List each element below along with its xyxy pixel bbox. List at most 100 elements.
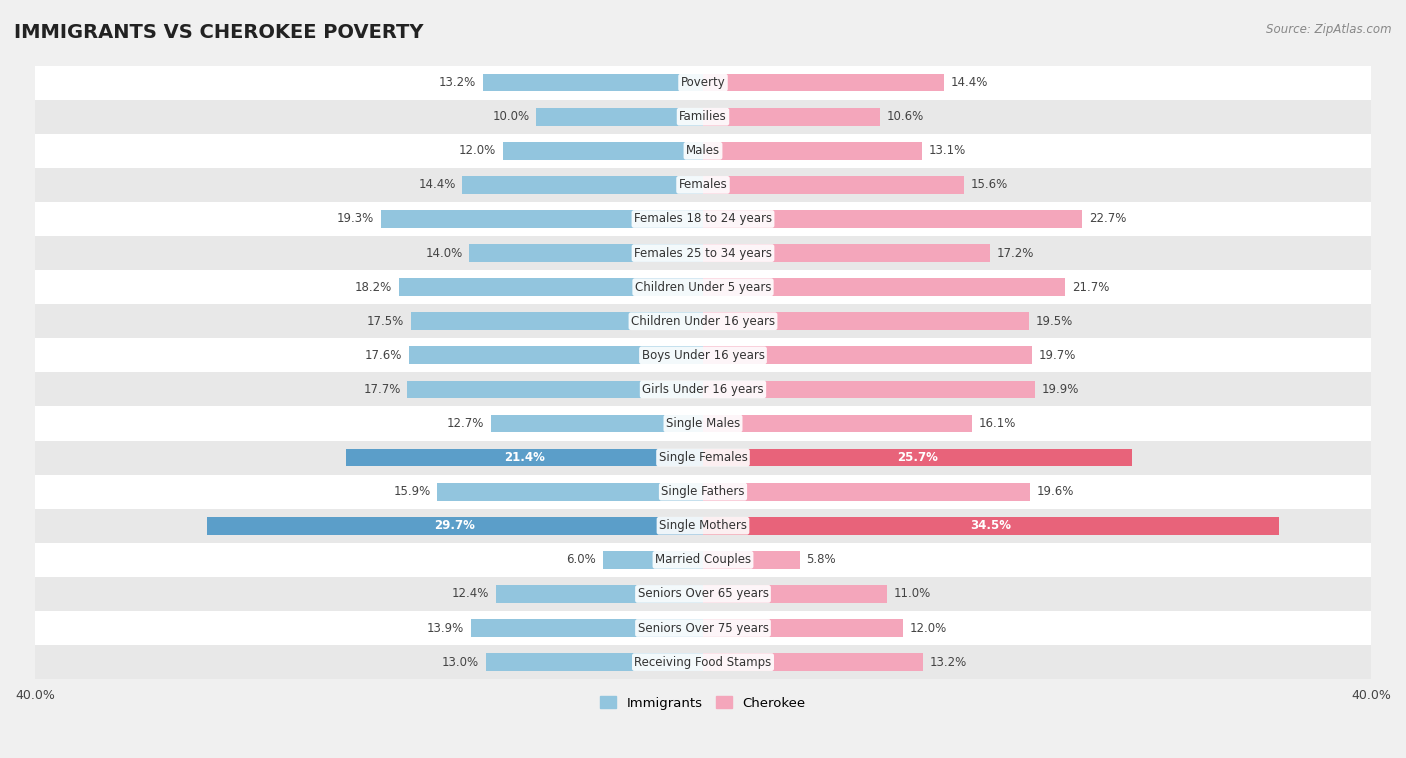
Bar (35, 100, 1371, 133)
Text: Males: Males (686, 144, 720, 158)
Text: Seniors Over 65 years: Seniors Over 65 years (637, 587, 769, 600)
Bar (703, 278, 1066, 296)
Bar (35, 509, 1371, 543)
Bar (703, 585, 887, 603)
Text: 13.0%: 13.0% (441, 656, 479, 669)
Bar (703, 551, 800, 568)
Text: 14.0%: 14.0% (425, 246, 463, 259)
Text: Females 18 to 24 years: Females 18 to 24 years (634, 212, 772, 225)
Bar (703, 176, 963, 194)
Bar (703, 483, 1031, 500)
Bar (703, 653, 924, 671)
Text: 22.7%: 22.7% (1088, 212, 1126, 225)
Text: 14.4%: 14.4% (950, 76, 987, 89)
Bar (703, 517, 1279, 534)
Text: 17.7%: 17.7% (363, 383, 401, 396)
Bar (603, 551, 703, 568)
Bar (703, 346, 1032, 364)
Text: 13.2%: 13.2% (931, 656, 967, 669)
Text: Children Under 5 years: Children Under 5 years (634, 280, 772, 293)
Text: 5.8%: 5.8% (807, 553, 837, 566)
Bar (399, 278, 703, 296)
Text: 6.0%: 6.0% (567, 553, 596, 566)
Bar (35, 645, 1371, 679)
Text: 16.1%: 16.1% (979, 417, 1017, 430)
Text: Seniors Over 75 years: Seniors Over 75 years (637, 622, 769, 634)
Text: Poverty: Poverty (681, 76, 725, 89)
Text: 10.6%: 10.6% (887, 110, 924, 124)
Text: 17.2%: 17.2% (997, 246, 1035, 259)
Bar (207, 517, 703, 534)
Bar (536, 108, 703, 126)
Text: Girls Under 16 years: Girls Under 16 years (643, 383, 763, 396)
Text: 13.1%: 13.1% (928, 144, 966, 158)
Text: Receiving Food Stamps: Receiving Food Stamps (634, 656, 772, 669)
Text: 34.5%: 34.5% (970, 519, 1011, 532)
Bar (35, 611, 1371, 645)
Text: 21.4%: 21.4% (503, 451, 544, 464)
Text: 17.5%: 17.5% (367, 315, 404, 327)
Bar (35, 168, 1371, 202)
Text: 13.2%: 13.2% (439, 76, 475, 89)
Text: Single Males: Single Males (666, 417, 740, 430)
Text: 15.9%: 15.9% (394, 485, 430, 498)
Text: Married Couples: Married Couples (655, 553, 751, 566)
Text: 21.7%: 21.7% (1073, 280, 1109, 293)
Bar (35, 372, 1371, 406)
Bar (703, 415, 972, 432)
Text: 19.9%: 19.9% (1042, 383, 1080, 396)
Bar (703, 312, 1029, 330)
Bar (35, 543, 1371, 577)
Bar (408, 381, 703, 398)
Bar (703, 619, 904, 637)
Bar (35, 440, 1371, 475)
Text: Boys Under 16 years: Boys Under 16 years (641, 349, 765, 362)
Bar (703, 108, 880, 126)
Text: 25.7%: 25.7% (897, 451, 938, 464)
Bar (496, 585, 703, 603)
Text: IMMIGRANTS VS CHEROKEE POVERTY: IMMIGRANTS VS CHEROKEE POVERTY (14, 23, 423, 42)
Bar (346, 449, 703, 466)
Text: 14.4%: 14.4% (419, 178, 456, 191)
Bar (703, 210, 1083, 228)
Bar (482, 74, 703, 92)
Text: 19.6%: 19.6% (1038, 485, 1074, 498)
Text: 19.3%: 19.3% (336, 212, 374, 225)
Text: Single Mothers: Single Mothers (659, 519, 747, 532)
Text: 12.7%: 12.7% (447, 417, 484, 430)
Text: 10.0%: 10.0% (492, 110, 529, 124)
Bar (411, 312, 703, 330)
Bar (471, 619, 703, 637)
Bar (502, 142, 703, 160)
Text: Children Under 16 years: Children Under 16 years (631, 315, 775, 327)
Bar (35, 66, 1371, 100)
Bar (35, 133, 1371, 168)
Bar (463, 176, 703, 194)
Text: 18.2%: 18.2% (356, 280, 392, 293)
Text: 12.0%: 12.0% (910, 622, 948, 634)
Text: 13.9%: 13.9% (427, 622, 464, 634)
Bar (703, 74, 943, 92)
Bar (703, 381, 1035, 398)
Bar (381, 210, 703, 228)
Bar (35, 202, 1371, 236)
Bar (35, 304, 1371, 338)
Text: 17.6%: 17.6% (366, 349, 402, 362)
Bar (703, 142, 922, 160)
Text: Single Fathers: Single Fathers (661, 485, 745, 498)
Text: 12.0%: 12.0% (458, 144, 496, 158)
Bar (35, 577, 1371, 611)
Bar (35, 338, 1371, 372)
Legend: Immigrants, Cherokee: Immigrants, Cherokee (595, 691, 811, 715)
Text: Single Females: Single Females (658, 451, 748, 464)
Text: 29.7%: 29.7% (434, 519, 475, 532)
Bar (35, 236, 1371, 270)
Bar (35, 406, 1371, 440)
Bar (409, 346, 703, 364)
Text: 11.0%: 11.0% (893, 587, 931, 600)
Text: 19.5%: 19.5% (1035, 315, 1073, 327)
Bar (703, 449, 1132, 466)
Bar (437, 483, 703, 500)
Bar (491, 415, 703, 432)
Text: Females 25 to 34 years: Females 25 to 34 years (634, 246, 772, 259)
